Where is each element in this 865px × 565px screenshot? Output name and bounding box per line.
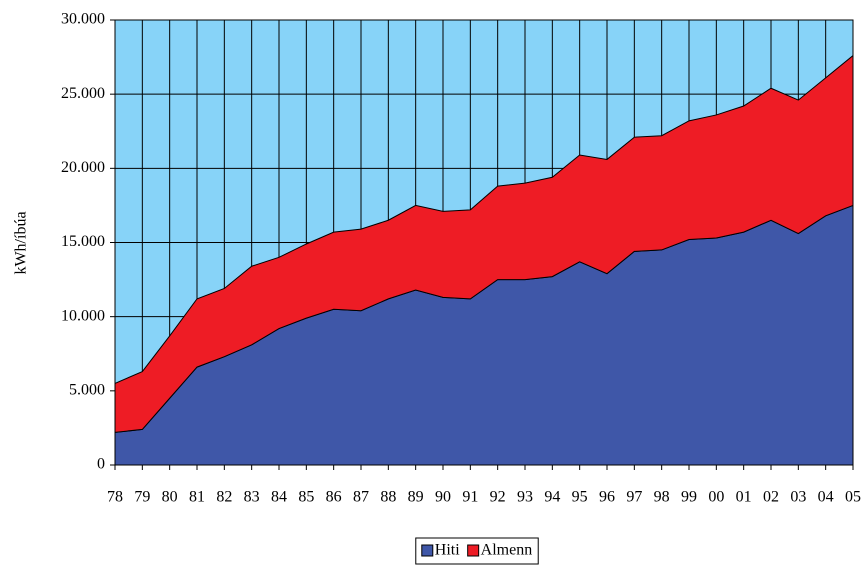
x-tick-label: 83 — [244, 489, 260, 506]
y-tick-label: 30.000 — [61, 11, 105, 28]
x-tick-label: 91 — [462, 489, 478, 506]
x-tick-label: 93 — [517, 489, 533, 506]
x-tick-label: 78 — [107, 489, 123, 506]
x-tick-label: 85 — [298, 489, 314, 506]
x-tick-label: 00 — [708, 489, 724, 506]
x-tick-label: 98 — [654, 489, 670, 506]
x-tick-label: 82 — [216, 489, 232, 506]
legend-label: Almenn — [481, 542, 533, 559]
legend-swatch — [421, 544, 434, 557]
x-tick-label: 80 — [162, 489, 178, 506]
x-tick-label: 02 — [763, 489, 779, 506]
x-tick-label: 89 — [408, 489, 424, 506]
x-tick-label: 79 — [134, 489, 150, 506]
x-tick-label: 90 — [435, 489, 451, 506]
x-tick-label: 86 — [326, 489, 342, 506]
y-tick-label: 15.000 — [61, 233, 105, 250]
y-tick-label: 20.000 — [61, 159, 105, 176]
x-tick-label: 94 — [544, 489, 560, 506]
legend-label: Hiti — [435, 542, 460, 559]
x-tick-label: 05 — [845, 489, 861, 506]
y-tick-label: 10.000 — [61, 307, 105, 324]
x-tick-label: 99 — [681, 489, 697, 506]
x-tick-label: 95 — [572, 489, 588, 506]
y-axis-label: kWh/íbúa — [13, 211, 30, 274]
x-tick-label: 88 — [380, 489, 396, 506]
legend-swatch — [467, 544, 480, 557]
x-tick-label: 92 — [490, 489, 506, 506]
y-tick-label: 5.000 — [69, 382, 105, 399]
x-tick-label: 81 — [189, 489, 205, 506]
x-tick-label: 03 — [790, 489, 806, 506]
x-tick-label: 87 — [353, 489, 369, 506]
x-tick-label: 84 — [271, 489, 287, 506]
x-tick-label: 01 — [736, 489, 752, 506]
x-tick-label: 04 — [818, 489, 834, 506]
y-tick-label: 25.000 — [61, 85, 105, 102]
x-tick-label: 96 — [599, 489, 615, 506]
plot-border — [114, 19, 854, 466]
legend: Hiti Almenn — [415, 537, 539, 565]
x-tick-label: 97 — [626, 489, 642, 506]
y-tick-label: 0 — [97, 456, 105, 473]
